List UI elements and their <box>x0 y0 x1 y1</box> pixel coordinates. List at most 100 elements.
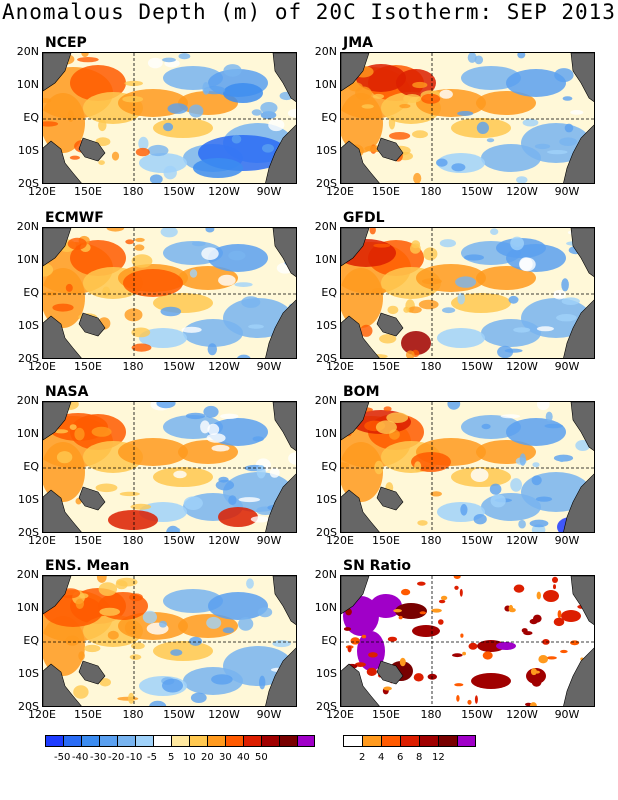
longitude-tick-label: 150E <box>74 708 102 721</box>
panel-title: BOM <box>343 384 380 400</box>
snratio-blob <box>496 642 516 650</box>
anomaly-speckle <box>200 420 210 434</box>
snratio-speckle <box>459 588 463 597</box>
anomaly-speckle <box>510 236 524 251</box>
anomaly-speckle <box>287 108 296 118</box>
anomaly-blob <box>437 153 485 173</box>
anomaly-speckle <box>131 642 145 650</box>
anomaly-speckle <box>124 620 137 635</box>
anomaly-blob <box>341 268 383 328</box>
anomaly-speckle <box>222 627 235 634</box>
anomaly-blob <box>401 331 431 355</box>
anomaly-speckle <box>545 411 553 422</box>
anomaly-blob <box>43 616 85 676</box>
anomaly-speckle <box>106 228 125 232</box>
map-area <box>42 227 297 359</box>
anomaly-field <box>43 53 296 183</box>
anomaly-speckle <box>439 239 456 248</box>
anomaly-speckle <box>421 278 442 285</box>
colorbar-swatch <box>171 735 189 747</box>
land-mass <box>272 228 296 277</box>
anomaly-speckle <box>84 644 101 653</box>
snratio-blob <box>477 640 505 652</box>
land-mass <box>563 647 594 706</box>
anomaly-speckle <box>223 64 242 77</box>
map-panel: NCEP 20N 10N EQ 10S 20S 120E 150E 180 150W 120W 90W <box>17 35 297 198</box>
anomaly-blob <box>476 91 536 115</box>
snratio-speckle <box>399 657 406 667</box>
colorbar-label: -40 <box>72 752 89 763</box>
anomaly-speckle <box>430 491 442 497</box>
panel-title: JMA <box>343 35 373 51</box>
anomaly-speckle <box>129 593 143 602</box>
snratio-speckle <box>438 599 446 604</box>
land-mass <box>43 53 72 92</box>
latitude-tick-label: EQ <box>23 286 39 299</box>
snratio-speckle <box>531 678 542 687</box>
anomaly-field <box>43 228 296 358</box>
anomaly-speckle <box>561 278 569 292</box>
snratio-speckle <box>542 639 550 645</box>
snratio-speckle <box>454 683 464 687</box>
land-mass <box>272 402 296 451</box>
anomaly-speckle <box>56 451 73 464</box>
longitude-tick-label: 120E <box>28 708 56 721</box>
land-mass <box>272 576 296 625</box>
longitude-tick-label: 150E <box>372 185 400 198</box>
map-panel: NASA 20N 10N EQ 10S 20S 120E 150E 180 150W 120W 90W <box>17 384 297 547</box>
longitude-tick-label: 150W <box>461 708 493 721</box>
longitude-tick-label: 120W <box>208 534 240 547</box>
latitude-tick-label: 20N <box>16 568 39 581</box>
anomaly-speckle <box>131 254 153 268</box>
latitude-tick-label: EQ <box>23 460 39 473</box>
anomaly-speckle <box>65 635 80 646</box>
land-mass <box>43 663 82 706</box>
longitude-tick-label: 150E <box>372 708 400 721</box>
anomaly-speckle <box>98 160 105 165</box>
anomaly-speckle <box>99 678 111 687</box>
snratio-speckle <box>553 584 556 590</box>
anomaly-speckle <box>553 289 566 300</box>
anomaly-speckle <box>69 155 80 160</box>
latitude-tick-label: 20S <box>18 177 39 190</box>
panel-title: SN Ratio <box>343 558 412 574</box>
snratio-speckle <box>546 656 557 660</box>
anomaly-speckle <box>124 308 143 322</box>
snratio-speckle <box>453 576 461 579</box>
snratio-speckle <box>513 584 525 593</box>
anomaly-speckle <box>387 305 399 315</box>
anomaly-speckle <box>457 111 474 116</box>
longitude-tick-label: 120E <box>28 360 56 373</box>
anomaly-speckle <box>160 306 182 317</box>
anomaly-speckle <box>476 121 489 134</box>
panel-title: NASA <box>45 384 89 400</box>
anomaly-blob <box>163 589 223 613</box>
longitude-tick-label: 180 <box>122 185 144 198</box>
colorbar-swatch <box>419 735 438 747</box>
latitude-tick-label: 20S <box>316 700 337 713</box>
land-mass <box>265 299 296 358</box>
anomaly-colorbar <box>45 735 315 747</box>
latitude-tick-label: 10S <box>18 667 39 680</box>
anomaly-speckle <box>500 414 521 419</box>
anomaly-speckle <box>414 461 422 472</box>
snratio-speckle <box>508 604 514 613</box>
colorbar-label: 40 <box>237 752 250 763</box>
anomaly-speckle <box>470 468 489 482</box>
snratio-speckle <box>387 636 397 642</box>
anomaly-speckle <box>162 57 176 63</box>
colorbar-label: 8 <box>416 752 423 763</box>
anomaly-blob <box>43 442 85 502</box>
anomaly-speckle <box>417 520 428 526</box>
anomaly-field <box>341 576 594 706</box>
land-mass <box>341 140 380 183</box>
anomaly-speckle <box>412 130 428 139</box>
anomaly-speckle <box>43 121 59 127</box>
latitude-tick-label: 20N <box>16 394 39 407</box>
colorbar-swatch <box>438 735 457 747</box>
colorbar-label: 20 <box>201 752 214 763</box>
anomaly-speckle <box>257 607 273 618</box>
anomaly-blob <box>153 641 213 661</box>
colorbar-label: -50 <box>54 752 71 763</box>
map-area <box>42 52 297 184</box>
